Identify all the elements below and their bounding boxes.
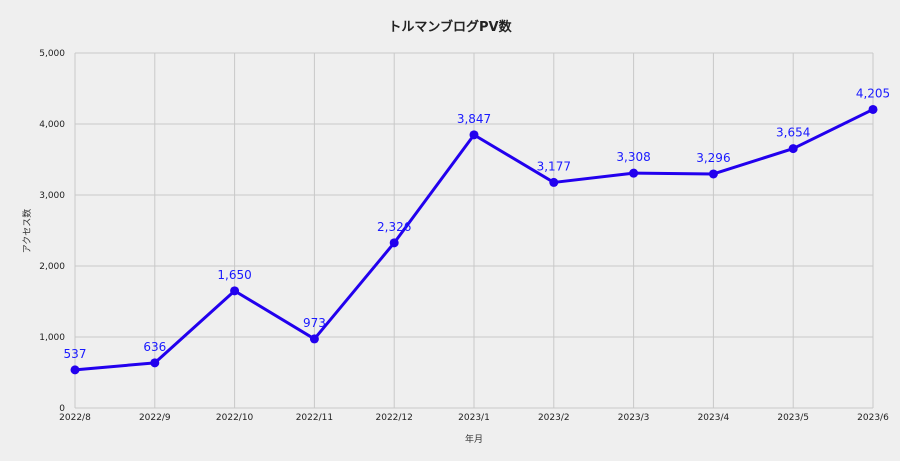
x-tick-label: 2022/8 <box>59 413 91 423</box>
y-tick-label: 2,000 <box>39 262 65 272</box>
data-point <box>549 177 559 187</box>
x-tick-label: 2023/3 <box>618 413 650 423</box>
data-point <box>230 286 240 296</box>
x-tick-label: 2022/12 <box>376 413 413 423</box>
x-tick-label: 2023/1 <box>458 413 490 423</box>
data-label: 3,296 <box>696 151 730 165</box>
y-tick-label: 3,000 <box>39 191 65 201</box>
data-label: 1,650 <box>217 268 251 282</box>
x-tick-label: 2022/11 <box>296 413 333 423</box>
y-axis-ticks: 0 1,000 2,000 3,000 4,000 5,000 <box>39 49 65 414</box>
series <box>70 104 878 375</box>
data-label: 3,847 <box>457 112 491 126</box>
x-tick-label: 2023/4 <box>698 413 730 423</box>
data-point <box>309 334 319 344</box>
data-point <box>150 358 160 368</box>
data-label: 973 <box>303 316 326 330</box>
y-tick-label: 4,000 <box>39 120 65 130</box>
x-axis-label: 年月 <box>465 433 483 445</box>
x-tick-label: 2022/9 <box>139 413 171 423</box>
data-labels: 537 636 1,650 973 2,326 3,847 3,177 3,308 3,296 3… <box>64 86 891 360</box>
y-tick-label: 1,000 <box>39 333 65 343</box>
data-label: 636 <box>143 340 166 354</box>
data-label: 3,177 <box>537 159 571 173</box>
y-tick-label: 5,000 <box>39 49 65 59</box>
data-point <box>70 365 80 375</box>
data-point <box>868 104 878 114</box>
gridlines <box>74 52 874 409</box>
x-axis-ticks: 2022/8 2022/9 2022/10 2022/11 2022/12 2023/1 2… <box>59 413 889 423</box>
x-tick-label: 2023/6 <box>857 413 889 423</box>
chart-title: トルマンブログPV数 <box>388 19 512 35</box>
y-axis-label: アクセス数 <box>21 209 33 254</box>
data-point <box>629 168 639 178</box>
data-label: 4,205 <box>856 86 890 100</box>
x-tick-label: 2022/10 <box>216 413 254 423</box>
x-tick-label: 2023/5 <box>777 413 809 423</box>
data-label: 2,326 <box>377 220 411 234</box>
x-tick-label: 2023/2 <box>538 413 570 423</box>
data-label: 3,308 <box>616 150 650 164</box>
data-point <box>389 238 399 248</box>
data-label: 537 <box>64 347 87 361</box>
data-label: 3,654 <box>776 126 810 140</box>
y-tick-label: 0 <box>59 404 65 414</box>
data-point <box>708 169 718 179</box>
data-point <box>788 144 798 154</box>
data-point <box>469 130 479 140</box>
